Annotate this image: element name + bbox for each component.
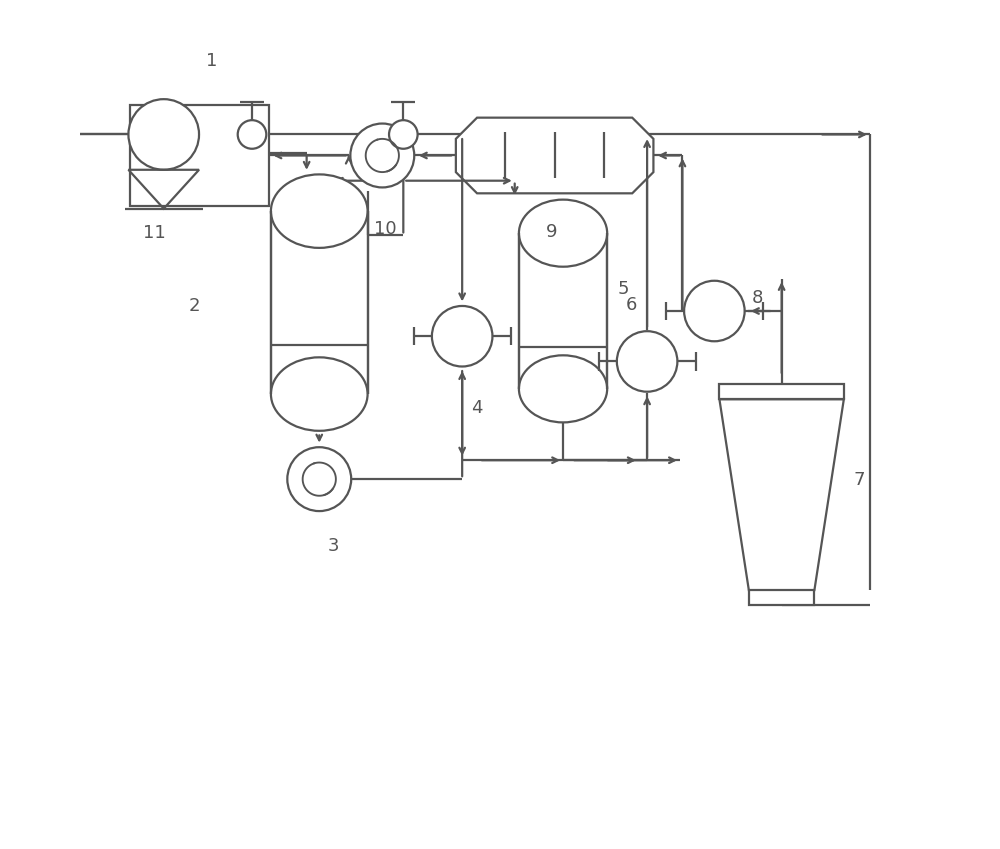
Circle shape: [287, 447, 351, 511]
Circle shape: [238, 121, 266, 149]
Text: 6: 6: [626, 296, 637, 314]
Polygon shape: [719, 399, 844, 590]
Text: 3: 3: [328, 537, 339, 555]
Text: 5: 5: [618, 280, 629, 298]
Ellipse shape: [519, 356, 607, 423]
Circle shape: [389, 121, 418, 149]
Bar: [749, 590, 814, 605]
Circle shape: [684, 281, 745, 341]
Text: 4: 4: [471, 399, 482, 417]
Text: 7: 7: [853, 471, 865, 489]
Ellipse shape: [271, 357, 368, 430]
Polygon shape: [456, 118, 653, 194]
Ellipse shape: [519, 200, 607, 267]
Circle shape: [350, 124, 414, 188]
Circle shape: [617, 331, 677, 391]
Bar: [130, 105, 269, 206]
Circle shape: [128, 99, 199, 170]
Text: 1: 1: [206, 52, 217, 70]
Circle shape: [432, 306, 492, 367]
Bar: [519, 233, 607, 389]
Text: 11: 11: [143, 224, 165, 242]
Ellipse shape: [271, 174, 368, 248]
Bar: [719, 384, 844, 399]
Bar: [271, 211, 368, 394]
Text: 9: 9: [546, 223, 558, 241]
Text: 2: 2: [189, 297, 200, 315]
Text: 10: 10: [374, 220, 397, 238]
Text: 8: 8: [752, 289, 764, 306]
